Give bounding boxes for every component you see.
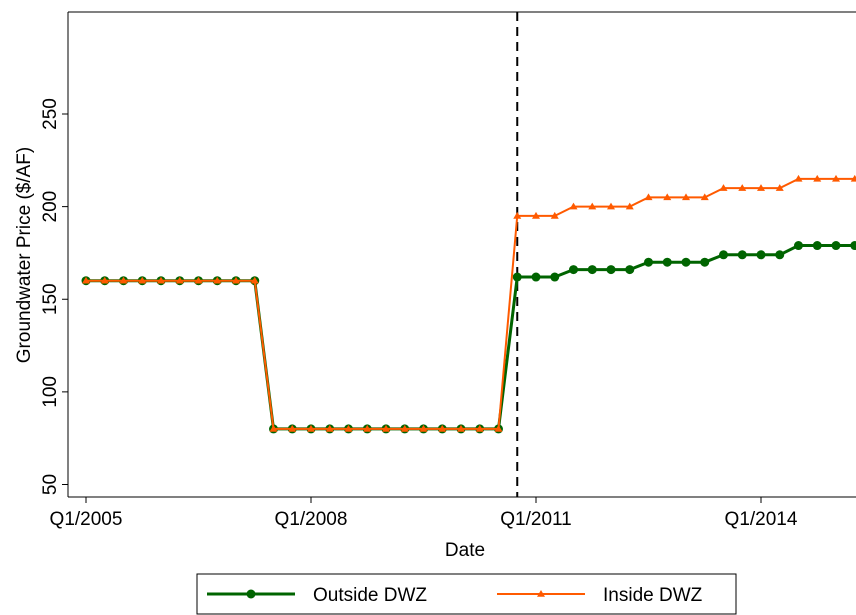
data-point — [719, 250, 728, 260]
data-point — [419, 424, 428, 432]
legend-label-inside: Inside DWZ — [603, 585, 703, 606]
data-point — [700, 257, 710, 267]
data-point — [344, 424, 353, 432]
data-point — [400, 424, 409, 432]
data-point — [681, 257, 691, 267]
axes — [67, 11, 856, 498]
data-point — [832, 174, 840, 182]
data-point — [738, 184, 747, 191]
data-point — [119, 276, 128, 284]
y-tick-label: 200 — [40, 191, 61, 223]
data-point — [194, 276, 203, 284]
data-point — [100, 276, 109, 284]
data-point — [569, 265, 578, 275]
data-point — [138, 276, 147, 284]
data-point — [775, 250, 785, 260]
data-point — [438, 424, 447, 432]
data-point — [569, 202, 578, 210]
x-tick-label: Q1/2008 — [275, 509, 348, 530]
legend-swatch-marker — [246, 589, 256, 599]
series-line — [86, 177, 855, 430]
data-point — [662, 257, 672, 267]
data-point — [719, 184, 728, 191]
data-point — [550, 272, 560, 282]
x-tick-label: Q1/2005 — [50, 509, 123, 530]
data-point — [288, 424, 297, 432]
data-point — [794, 174, 803, 182]
series-inside-dwz — [82, 174, 856, 432]
data-point — [625, 202, 634, 210]
data-point — [475, 424, 484, 432]
data-point — [794, 241, 803, 251]
y-tick-label: 250 — [40, 98, 61, 130]
data-point — [607, 202, 615, 210]
tick-labels: 50 100 150 200 250 Q1/2005 Q1/2008 Q1/2011 Q1/20… — [40, 98, 798, 530]
data-point — [82, 276, 90, 284]
data-point — [232, 276, 240, 284]
data-point — [588, 202, 597, 210]
data-point — [213, 276, 222, 284]
data-point — [269, 424, 278, 432]
data-point — [457, 424, 465, 432]
data-point — [513, 211, 522, 219]
data-point — [531, 272, 541, 282]
y-tick-label: 50 — [40, 474, 61, 495]
x-axis-title: Date — [445, 540, 485, 561]
data-point — [663, 193, 672, 201]
data-point — [512, 272, 522, 282]
data-point — [775, 184, 784, 191]
data-point — [325, 424, 334, 432]
data-point — [250, 276, 259, 284]
data-point — [625, 265, 635, 275]
data-point — [307, 424, 315, 432]
data-point — [382, 424, 390, 432]
data-point — [550, 211, 559, 219]
legend: Outside DWZ Inside DWZ — [196, 573, 737, 615]
data-point — [157, 276, 165, 284]
data-point — [532, 211, 540, 219]
data-point — [812, 241, 822, 251]
x-tick-label: Q1/2014 — [725, 509, 798, 530]
data-point — [757, 184, 765, 191]
data-point — [644, 193, 653, 201]
series-group — [81, 174, 856, 434]
data-point — [737, 250, 747, 260]
data-point — [831, 241, 841, 251]
legend-label-outside: Outside DWZ — [313, 585, 427, 606]
data-point — [363, 424, 372, 432]
legend-swatch-marker — [537, 590, 545, 597]
data-point — [587, 265, 597, 275]
data-point — [700, 193, 709, 201]
y-tick-label: 100 — [40, 376, 61, 408]
data-point — [813, 174, 822, 182]
data-point — [644, 257, 653, 267]
data-point — [756, 250, 766, 260]
data-point — [682, 193, 690, 201]
x-tick-label: Q1/2011 — [500, 509, 571, 530]
data-point — [175, 276, 184, 284]
y-axis-title: Groundwater Price ($/AF) — [14, 147, 35, 363]
data-point — [850, 241, 856, 251]
y-tick-label: 150 — [40, 283, 61, 315]
data-point — [850, 174, 856, 182]
data-point — [606, 265, 616, 275]
legend-swatches — [207, 589, 585, 599]
data-point — [494, 424, 503, 432]
